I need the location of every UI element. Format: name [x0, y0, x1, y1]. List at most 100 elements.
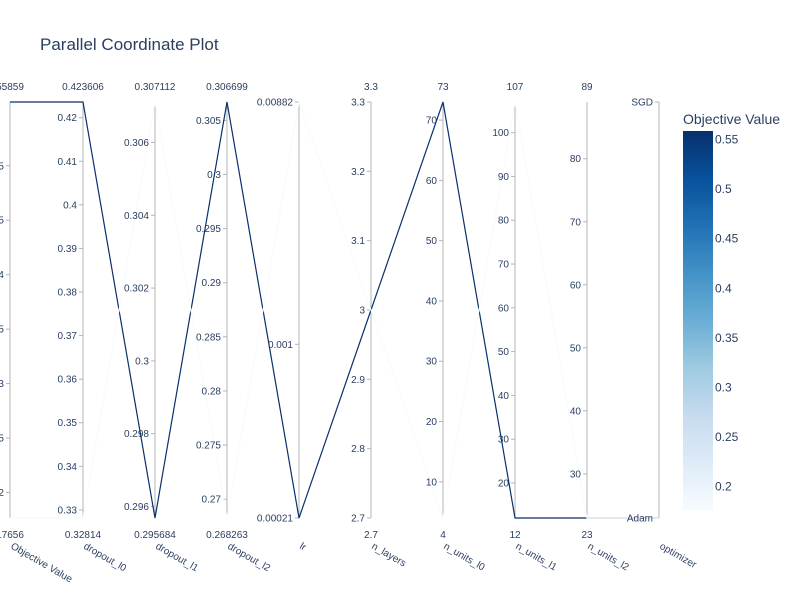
range-max-label: 89: [581, 82, 593, 93]
range-min-label: 17656: [0, 530, 24, 541]
tick-label: 0.29: [202, 278, 222, 289]
range-max-label: 0.423606: [62, 82, 104, 93]
tick-label: 0.27: [202, 495, 222, 506]
tick-label: 0.34: [58, 462, 78, 473]
colorbar: Objective Value 0.55 0.5 0.45 0.4 0.35 0.3 0.25…: [683, 111, 780, 510]
tick-label: SGD: [631, 98, 653, 109]
axis-title: dropout_l0: [82, 541, 129, 574]
tick-label: 0.306: [124, 138, 149, 149]
range-max-label: 73: [437, 82, 449, 93]
tick-label: 100: [492, 128, 509, 139]
range-min-label: 2.7: [364, 530, 378, 541]
colorbar-tick-label: 0.55: [715, 133, 739, 147]
tick-label: 0.4: [63, 200, 77, 211]
tick-label: 0.4: [0, 270, 4, 281]
tick-label: 0.295: [196, 224, 221, 235]
tick-label: 2.8: [351, 444, 365, 455]
colorbar-title: Objective Value: [683, 111, 780, 127]
tick-label: 0.305: [196, 116, 221, 127]
tick-label: 60: [498, 303, 510, 314]
tick-label: 0.45: [0, 216, 4, 227]
tick-label: 80: [498, 216, 510, 227]
tick-label: 60: [426, 176, 438, 187]
tick-label: 0.42: [58, 113, 78, 124]
tick-label: 50: [498, 347, 510, 358]
tick-label: 50: [426, 236, 438, 247]
tick-label: 0.37: [58, 331, 78, 342]
tick-label: 0.35: [0, 325, 4, 336]
tick-label: 60: [570, 280, 582, 291]
tick-label: 30: [426, 357, 438, 368]
tick-label: 10: [426, 477, 438, 488]
tick-label: 2.9: [351, 375, 365, 386]
tick-label: 0.25: [0, 434, 4, 445]
axis-title: n_units_l1: [514, 541, 559, 574]
axis-title: lr: [298, 541, 309, 554]
tick-label: 40: [426, 296, 438, 307]
axis-title: n_units_l0: [442, 541, 487, 574]
range-min-label: 23: [581, 530, 593, 541]
labels-layer: 0.5 0.45 0.4 0.35 0.3 0.25 0.2 55859 17656Object…: [0, 82, 699, 585]
range-min-label: 0.295684: [134, 530, 176, 541]
tick-label: 70: [426, 116, 438, 127]
tick-label: 30: [570, 469, 582, 480]
tick-label: 0.5: [0, 161, 4, 172]
series-line-trial-1: [10, 101, 659, 519]
tick-label: 80: [570, 154, 582, 165]
tick-label: 20: [498, 478, 510, 489]
tick-label: 0.41: [58, 157, 78, 168]
colorbar-tick-label: 0.25: [715, 430, 739, 444]
tick-label: 0.285: [196, 332, 221, 343]
tick-label: 0.001: [268, 340, 293, 351]
colorbar-tick-label: 0.3: [715, 381, 732, 395]
range-min-label: 0.32814: [65, 530, 102, 541]
tick-label: 2.7: [351, 514, 365, 525]
tick-label: 0.3: [207, 170, 221, 181]
tick-label: Adam: [627, 514, 653, 525]
axis-title: dropout_l1: [154, 541, 201, 574]
tick-label: 3.2: [351, 167, 365, 178]
axis-title: dropout_l2: [226, 541, 273, 574]
tick-label: 0.38: [58, 288, 78, 299]
tick-label: 0.304: [124, 211, 149, 222]
tick-label: 70: [570, 217, 582, 228]
tick-label: 3.3: [351, 98, 365, 109]
tick-label: 20: [426, 417, 438, 428]
tick-label: 0.2: [0, 488, 4, 499]
series-line-trial-2: [10, 101, 659, 519]
range-max-label: 55859: [0, 82, 24, 93]
axes-layer: [6, 101, 660, 519]
axis-title: n_units_l2: [586, 541, 631, 574]
tick-label: 0.00882: [257, 98, 294, 109]
axis-title: n_layers: [370, 541, 408, 569]
tick-label: 0.302: [124, 284, 149, 295]
colorbar-gradient: [683, 131, 713, 510]
tick-label: 0.275: [196, 441, 221, 452]
colorbar-tick-label: 0.4: [715, 281, 732, 295]
tick-label: 0.36: [58, 375, 78, 386]
tick-label: 3: [359, 306, 365, 317]
axis-title: optimizer: [658, 541, 699, 571]
tick-label: 30: [498, 435, 510, 446]
tick-label: 90: [498, 172, 510, 183]
range-min-label: 12: [509, 530, 521, 541]
colorbar-tick-label: 0.35: [715, 331, 739, 345]
tick-label: 0.28: [202, 386, 222, 397]
tick-label: 0.39: [58, 244, 78, 255]
range-max-label: 3.3: [364, 82, 378, 93]
colorbar-tick-label: 0.2: [715, 480, 732, 494]
range-max-label: 0.307112: [135, 82, 176, 93]
tick-label: 0.35: [58, 418, 78, 429]
tick-label: 40: [498, 391, 510, 402]
range-max-label: 0.306699: [206, 82, 248, 93]
range-min-label: 4: [440, 530, 446, 541]
tick-label: 0.33: [58, 505, 78, 516]
tick-label: 0.00021: [257, 514, 294, 525]
tick-label: 50: [570, 343, 582, 354]
chart-title: Parallel Coordinate Plot: [40, 35, 219, 54]
axis-title: Objective Value: [9, 541, 75, 585]
range-max-label: 107: [507, 82, 524, 93]
tick-label: 70: [498, 260, 510, 271]
range-min-label: 0.268263: [206, 530, 248, 541]
